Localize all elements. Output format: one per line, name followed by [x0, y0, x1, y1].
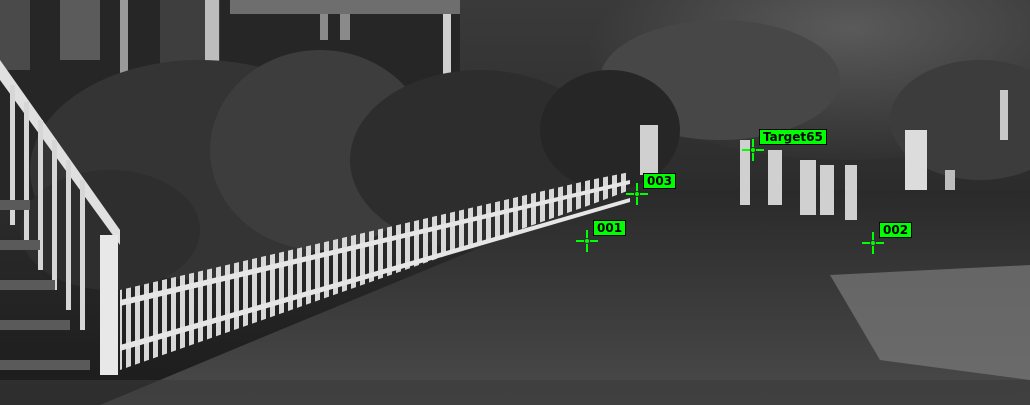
people — [640, 125, 857, 220]
target-label: 003 — [643, 173, 677, 189]
picket-fence — [120, 172, 630, 370]
crosshair-icon — [626, 183, 648, 205]
ground-shadow — [0, 380, 1030, 405]
target-label: Target65 — [759, 129, 827, 145]
target-label: 001 — [593, 220, 627, 236]
target-marker-target65[interactable]: Target65 — [742, 129, 827, 161]
stair-railing — [0, 60, 120, 375]
target-marker-001[interactable]: 001 — [576, 220, 627, 252]
target-label: 002 — [879, 222, 913, 238]
target-marker-003[interactable]: 003 — [626, 173, 677, 205]
target-marker-002[interactable]: 002 — [862, 222, 913, 254]
lawn — [100, 190, 1030, 405]
lawn-bright-patch — [830, 265, 1030, 380]
tree-canopy — [590, 0, 1030, 202]
crosshair-icon — [862, 232, 884, 254]
crosshair-icon — [576, 230, 598, 252]
crosshair-icon — [742, 139, 764, 161]
